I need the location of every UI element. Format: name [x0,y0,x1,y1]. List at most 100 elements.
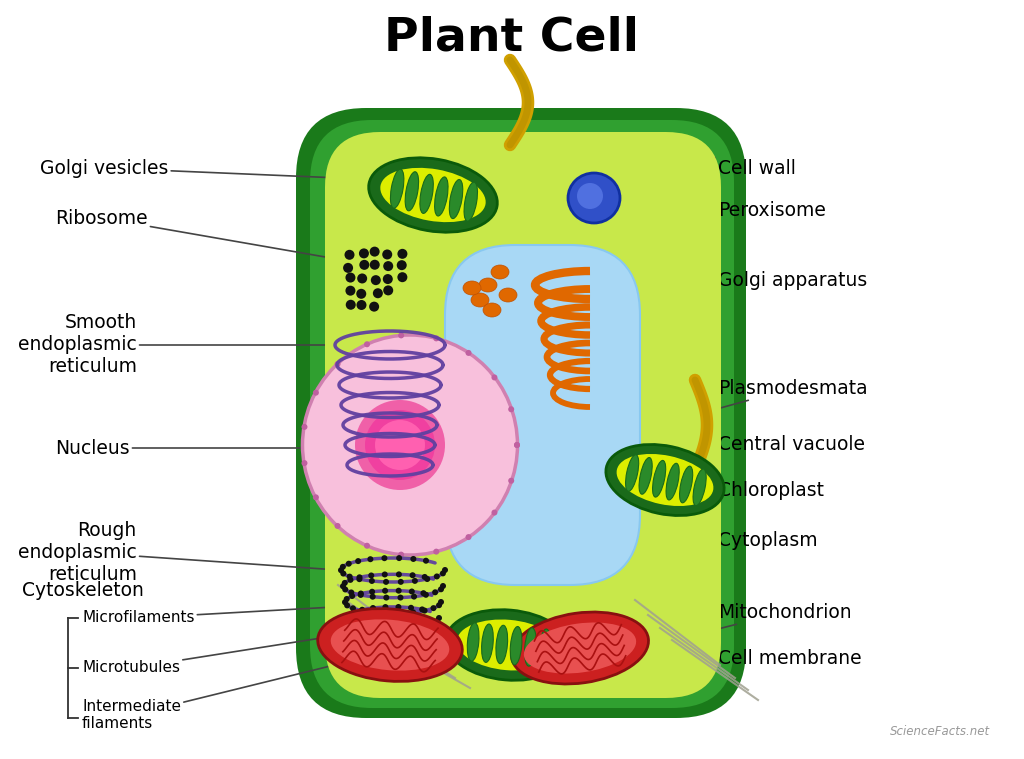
Ellipse shape [422,608,428,613]
Ellipse shape [313,494,318,500]
Ellipse shape [436,602,442,608]
Ellipse shape [383,620,389,626]
Ellipse shape [432,647,438,653]
Ellipse shape [490,265,509,279]
Ellipse shape [514,442,520,448]
Ellipse shape [397,272,408,282]
Text: Plant Cell: Plant Cell [384,15,640,61]
Ellipse shape [396,657,402,663]
Ellipse shape [395,620,401,626]
Ellipse shape [372,625,377,631]
Ellipse shape [344,603,350,609]
Ellipse shape [365,410,435,480]
Ellipse shape [408,605,414,611]
Ellipse shape [342,587,348,593]
Ellipse shape [356,576,362,582]
Ellipse shape [373,657,379,663]
Ellipse shape [346,574,352,580]
Ellipse shape [434,177,449,216]
Ellipse shape [340,571,346,577]
Ellipse shape [666,463,679,500]
Text: Mitochondrion: Mitochondrion [655,603,852,645]
Ellipse shape [372,638,378,644]
Ellipse shape [383,637,389,643]
Text: Cell wall: Cell wall [620,135,796,178]
Ellipse shape [349,593,355,599]
Ellipse shape [421,591,426,596]
Ellipse shape [438,599,444,605]
Ellipse shape [432,634,438,640]
Ellipse shape [359,260,370,270]
FancyBboxPatch shape [310,120,734,708]
Ellipse shape [395,637,401,643]
Text: ScienceFacts.net: ScienceFacts.net [890,725,990,738]
Ellipse shape [616,454,714,506]
Ellipse shape [606,445,724,515]
Text: Cytoplasm: Cytoplasm [710,531,817,550]
Ellipse shape [357,591,364,597]
Text: Golgi vesicles: Golgi vesicles [40,159,340,178]
Ellipse shape [445,609,570,680]
Ellipse shape [353,637,359,643]
Ellipse shape [371,276,381,285]
Ellipse shape [693,469,707,505]
Ellipse shape [440,583,446,589]
Ellipse shape [383,261,393,271]
Ellipse shape [390,169,403,208]
Ellipse shape [395,604,401,610]
Ellipse shape [384,641,390,647]
Text: Rough
endoplasmic
reticulum: Rough endoplasmic reticulum [18,521,338,584]
Ellipse shape [492,509,498,515]
Ellipse shape [395,587,401,594]
Ellipse shape [335,523,341,529]
Ellipse shape [438,586,444,592]
Ellipse shape [344,616,350,621]
Ellipse shape [354,641,360,647]
Ellipse shape [440,570,445,576]
Ellipse shape [371,622,377,627]
Ellipse shape [418,655,424,661]
Text: Smooth
endoplasmic
reticulum: Smooth endoplasmic reticulum [18,313,330,376]
Ellipse shape [301,460,307,466]
Ellipse shape [382,572,388,578]
Ellipse shape [425,653,431,659]
Ellipse shape [350,650,356,656]
Ellipse shape [436,615,442,621]
Ellipse shape [347,628,353,634]
Ellipse shape [397,579,403,585]
Ellipse shape [384,626,390,632]
Ellipse shape [345,285,355,296]
Ellipse shape [349,644,355,650]
Ellipse shape [457,619,559,670]
Ellipse shape [357,273,368,283]
Ellipse shape [418,622,424,628]
Text: Microfilaments: Microfilaments [82,605,370,625]
Ellipse shape [301,424,307,430]
Ellipse shape [407,638,413,644]
Ellipse shape [430,650,436,656]
Ellipse shape [361,639,368,645]
Ellipse shape [384,657,390,663]
Ellipse shape [396,555,402,561]
Ellipse shape [348,635,354,640]
Ellipse shape [434,631,440,637]
Ellipse shape [397,594,403,600]
Ellipse shape [346,631,352,637]
Ellipse shape [369,572,374,578]
Ellipse shape [373,288,383,298]
Ellipse shape [411,556,417,562]
Text: Chloroplast: Chloroplast [680,478,824,499]
Ellipse shape [346,300,355,310]
Ellipse shape [360,623,367,629]
Ellipse shape [433,549,439,555]
Ellipse shape [409,641,415,647]
Ellipse shape [422,574,428,580]
Ellipse shape [396,641,402,647]
Text: Microtubules: Microtubules [82,630,372,676]
Ellipse shape [370,260,380,269]
Ellipse shape [384,610,389,616]
Ellipse shape [514,442,520,448]
Ellipse shape [361,639,368,645]
Ellipse shape [412,578,418,584]
Text: Ribosome: Ribosome [55,209,354,262]
